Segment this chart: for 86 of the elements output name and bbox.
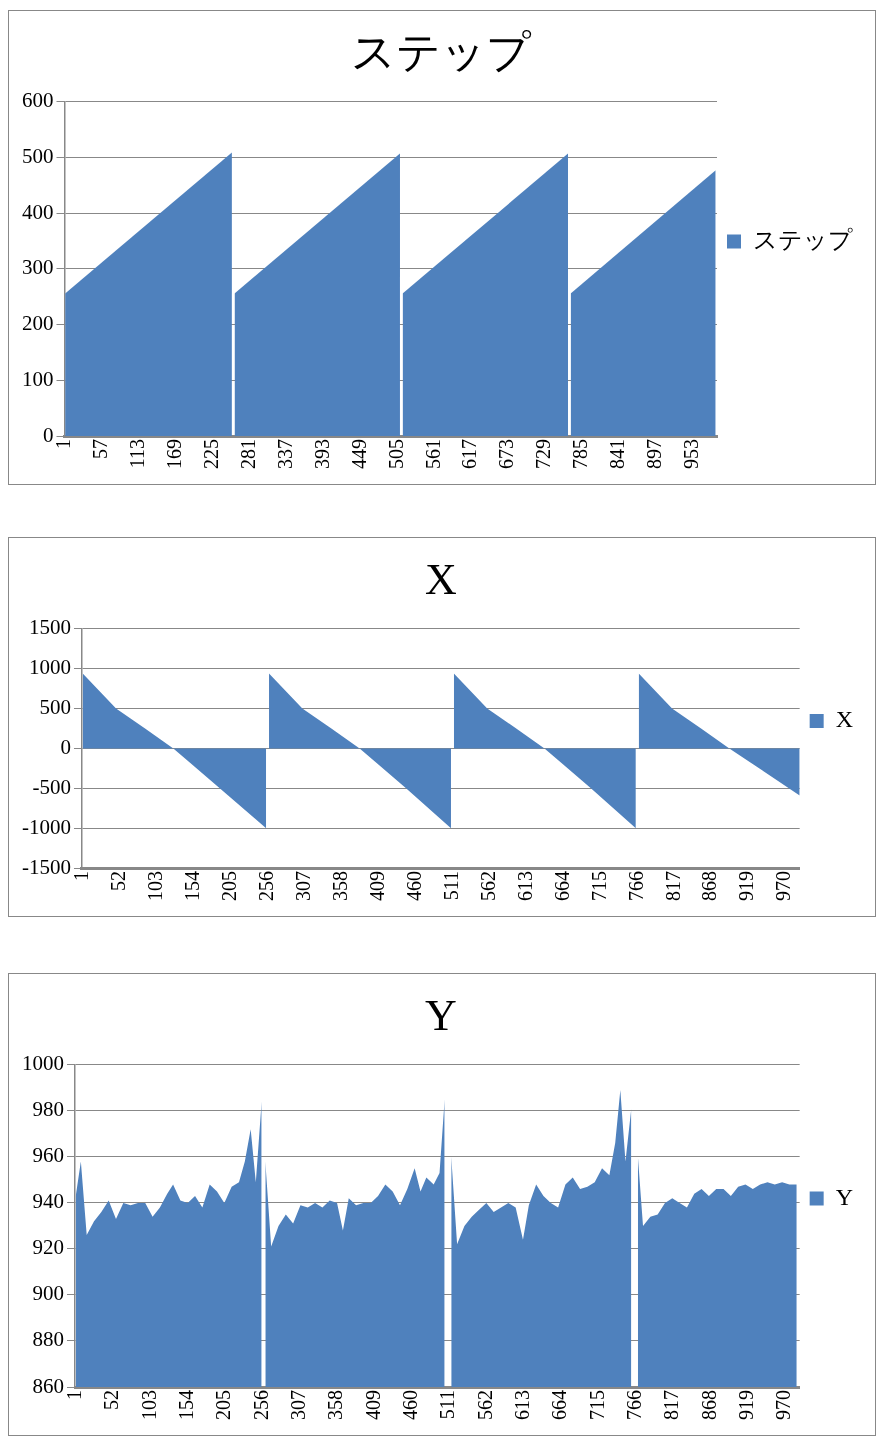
x-tick-label: 52 xyxy=(106,871,129,891)
x-tick-label: 449 xyxy=(347,439,370,469)
y-tick-label: -1000 xyxy=(21,814,71,839)
x-tick-label: 103 xyxy=(143,871,166,901)
x-tick-label: 103 xyxy=(137,1390,160,1420)
x-tick-label: 841 xyxy=(606,439,629,469)
chart-title: X xyxy=(425,554,457,604)
legend-label: ステップ xyxy=(753,226,853,253)
x-tick-label: 953 xyxy=(679,439,702,469)
x-tick-label: 460 xyxy=(402,871,425,901)
y-tick-label: 100 xyxy=(22,366,54,391)
x-tick-label: 562 xyxy=(473,1390,496,1420)
x-tick-label: 970 xyxy=(772,871,795,901)
x-tick-label: 919 xyxy=(734,1390,757,1420)
y-tick-label: 1500 xyxy=(28,615,71,640)
y-tick-label: 1000 xyxy=(28,655,71,680)
x-tick-label: 664 xyxy=(550,871,573,901)
y-tick-label: 200 xyxy=(22,311,54,336)
x-tick-label: 256 xyxy=(254,871,277,901)
x-tick-label: 113 xyxy=(126,439,149,469)
x-tick-label: 561 xyxy=(421,439,444,469)
x-tick-label: 673 xyxy=(495,439,518,469)
y-tick-label: 920 xyxy=(32,1235,64,1260)
chart-title: ステップ xyxy=(351,27,532,77)
x-tick-label: 154 xyxy=(180,871,203,901)
x-tick-label: 817 xyxy=(661,871,684,901)
y-tick-label: 980 xyxy=(32,1097,64,1122)
x-tick-label: 154 xyxy=(174,1390,197,1420)
x-tick-label: 613 xyxy=(510,1390,533,1420)
y-tick-label: 0 xyxy=(60,734,71,759)
x-tick-label: 970 xyxy=(772,1390,795,1420)
y-tick-label: 500 xyxy=(39,695,71,720)
x-tick-label: 52 xyxy=(100,1390,123,1410)
y-tick-label: 860 xyxy=(32,1373,64,1398)
x-tick-label: 1 xyxy=(52,439,75,449)
x-tick-label: 613 xyxy=(513,871,536,901)
x-tick-label: 919 xyxy=(735,871,758,901)
x-tick-label: 715 xyxy=(587,871,610,901)
y-tick-label: -500 xyxy=(32,774,71,799)
x-tick-label: 358 xyxy=(328,871,351,901)
x-tick-label: 460 xyxy=(398,1390,421,1420)
y-tick-label: 300 xyxy=(22,255,54,280)
x-tick-label: 205 xyxy=(217,871,240,901)
x-tick-label: 766 xyxy=(622,1390,645,1420)
x-tick-label: 617 xyxy=(458,439,481,469)
y-tick-label: 940 xyxy=(32,1189,64,1214)
x-tick-label: 205 xyxy=(212,1390,235,1420)
y-tick-label: 960 xyxy=(32,1143,64,1168)
x-tick-label: 409 xyxy=(361,1390,384,1420)
x-tick-label: 868 xyxy=(698,871,721,901)
x-tick-label: 766 xyxy=(624,871,647,901)
y-tick-label: 1000 xyxy=(22,1051,64,1076)
x-tick-label: 307 xyxy=(291,871,314,901)
x-tick-label: 511 xyxy=(439,871,462,901)
y-tick-label: 880 xyxy=(32,1327,64,1352)
y-tick-label: 0 xyxy=(43,422,54,447)
y-tick-label: 600 xyxy=(22,88,54,113)
legend-label: Y xyxy=(835,1183,854,1210)
x-tick-label: 307 xyxy=(286,1390,309,1420)
x-tick-label: 393 xyxy=(310,439,333,469)
x-tick-label: 868 xyxy=(697,1390,720,1420)
x-tick-label: 281 xyxy=(236,439,259,469)
x-tick-label: 511 xyxy=(436,1390,459,1420)
y-tick-label: 500 xyxy=(22,144,54,169)
x-tick-label: 358 xyxy=(324,1390,347,1420)
x-tick-label: 562 xyxy=(476,871,499,901)
x-tick-label: 664 xyxy=(548,1390,571,1420)
x-tick-label: 817 xyxy=(660,1390,683,1420)
x-tick-label: 897 xyxy=(642,439,665,469)
x-tick-label: 729 xyxy=(532,439,555,469)
y-tick-label: 900 xyxy=(32,1281,64,1306)
y-tick-label: -1500 xyxy=(21,854,71,879)
x-tick-label: 57 xyxy=(89,439,112,459)
x-tick-label: 785 xyxy=(569,439,592,469)
x-tick-label: 1 xyxy=(69,871,92,881)
x-tick-label: 409 xyxy=(365,871,388,901)
x-tick-label: 715 xyxy=(585,1390,608,1420)
x-tick-label: 225 xyxy=(200,439,223,469)
chart-title: Y xyxy=(425,990,457,1040)
legend-label: X xyxy=(835,706,854,733)
y-tick-label: 400 xyxy=(22,199,54,224)
x-tick-label: 256 xyxy=(249,1390,272,1420)
x-tick-label: 505 xyxy=(384,439,407,469)
x-tick-label: 169 xyxy=(163,439,186,469)
x-tick-label: 337 xyxy=(273,439,296,469)
x-tick-label: 1 xyxy=(62,1390,85,1400)
